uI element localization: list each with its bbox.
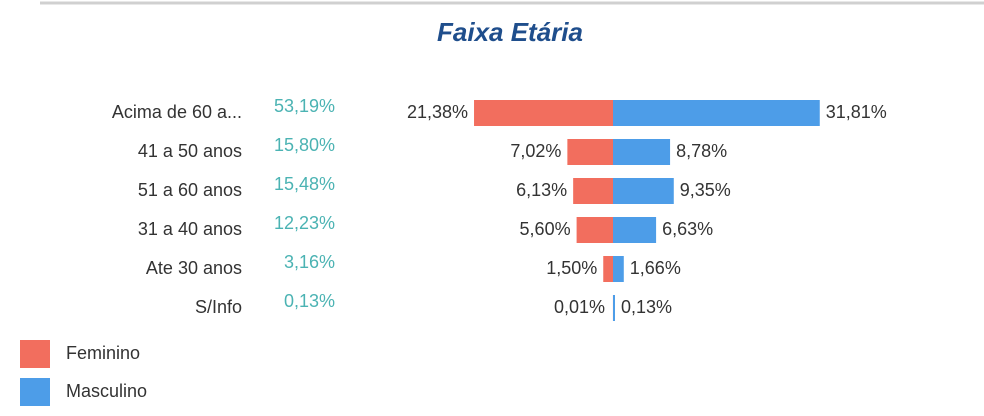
bar-masculino [613,217,657,243]
bar-feminino [567,139,613,165]
value-label: 1,50% [546,258,597,278]
bar-masculino [613,295,615,321]
bar-feminino [603,256,613,282]
bar-masculino [613,256,624,282]
bar-feminino [576,217,613,243]
value-label: 6,63% [662,219,713,239]
legend-swatch [20,378,50,406]
total-label: 3,16% [284,252,335,272]
category-label: 51 a 60 anos [138,180,242,200]
value-label: 6,13% [516,180,567,200]
category-label: Acima de 60 a... [112,102,242,122]
value-label: 31,81% [826,102,887,122]
total-label: 0,13% [284,291,335,311]
value-label: 21,38% [407,102,468,122]
bar-masculino [613,139,671,165]
legend-label: Masculino [66,381,147,401]
total-label: 53,19% [274,96,335,116]
value-label: 9,35% [680,180,731,200]
category-label: 41 a 50 anos [138,141,242,161]
bar-masculino [613,178,674,204]
value-label: 5,60% [520,219,571,239]
value-label: 0,01% [554,297,605,317]
value-label: 0,13% [621,297,672,317]
value-label: 7,02% [510,141,561,161]
bar-masculino [613,100,820,126]
legend-swatch [20,340,50,368]
legend-label: Feminino [66,343,140,363]
category-label: S/Info [195,297,242,317]
bar-feminino [573,178,613,204]
value-label: 8,78% [676,141,727,161]
category-label: 31 a 40 anos [138,219,242,239]
total-label: 15,80% [274,135,335,155]
total-label: 12,23% [274,213,335,233]
chart-title: Faixa Etária [437,17,583,47]
category-label: Ate 30 anos [146,258,242,278]
total-label: 15,48% [274,174,335,194]
bar-feminino [474,100,613,126]
value-label: 1,66% [630,258,681,278]
